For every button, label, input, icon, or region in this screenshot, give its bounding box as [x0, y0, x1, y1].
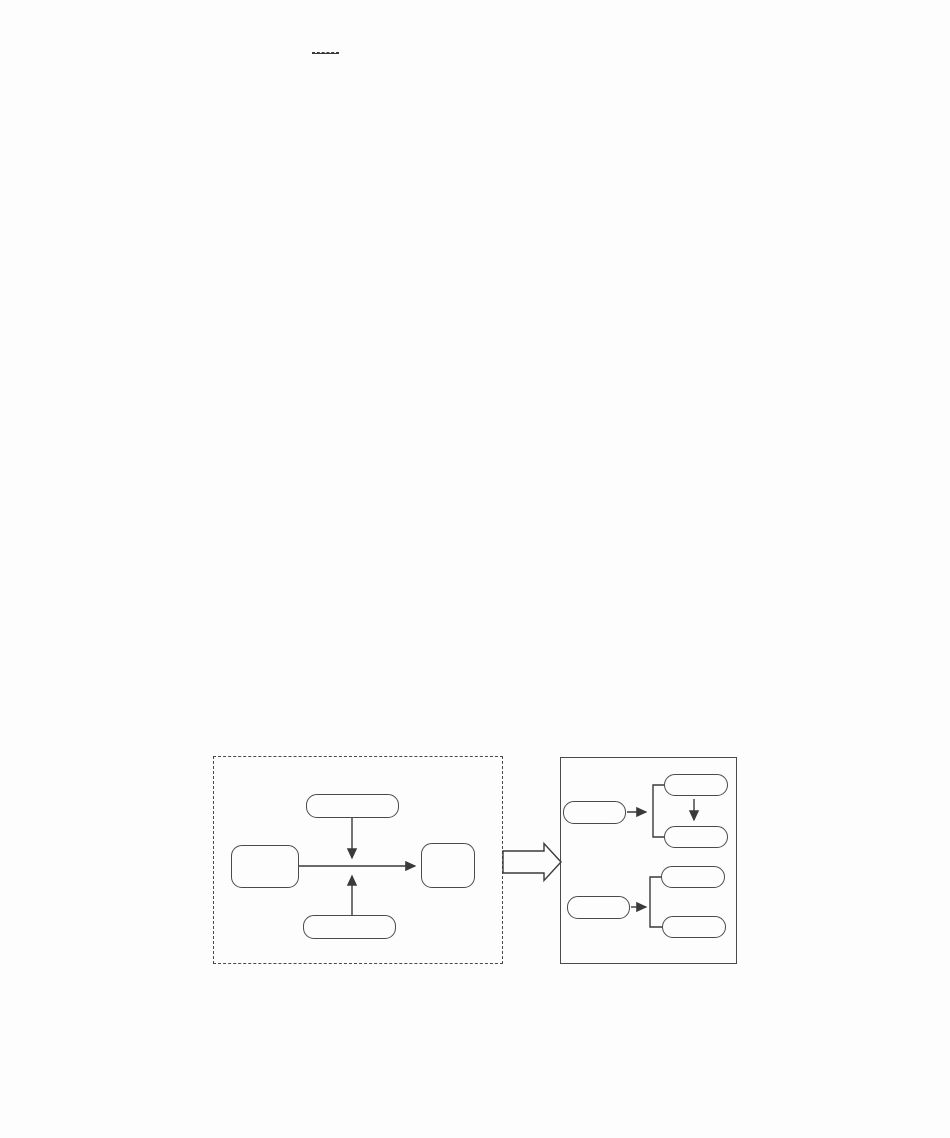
- cistanche-block-arrow: [502, 841, 562, 883]
- node-primary-processing: [563, 801, 626, 824]
- line-chart: [270, 105, 675, 340]
- figure1-chart: [270, 105, 675, 340]
- legend-item-water-demand: [312, 53, 347, 54]
- dashed-line-icon: [312, 52, 339, 53]
- node-no-extra-fertilizer: [306, 794, 399, 818]
- node-out-of-province-pharma: [664, 826, 728, 848]
- node-root-fungus-parasitism: [231, 845, 299, 888]
- bracket-markets: [649, 876, 662, 928]
- node-no-extra-irrigation: [303, 915, 396, 939]
- node-product-outbound: [664, 774, 728, 796]
- node-local-market: [662, 916, 726, 938]
- node-external-market: [661, 866, 725, 888]
- node-haloxylon-tree: [421, 843, 475, 888]
- diagram-connectors: [299, 784, 700, 928]
- bracket-processing: [652, 784, 664, 838]
- solid-line-icon: [312, 53, 339, 54]
- legend-item-cooling-rate: [312, 52, 347, 53]
- chart-legend: [312, 52, 347, 54]
- node-strain-cultivation: [567, 896, 630, 919]
